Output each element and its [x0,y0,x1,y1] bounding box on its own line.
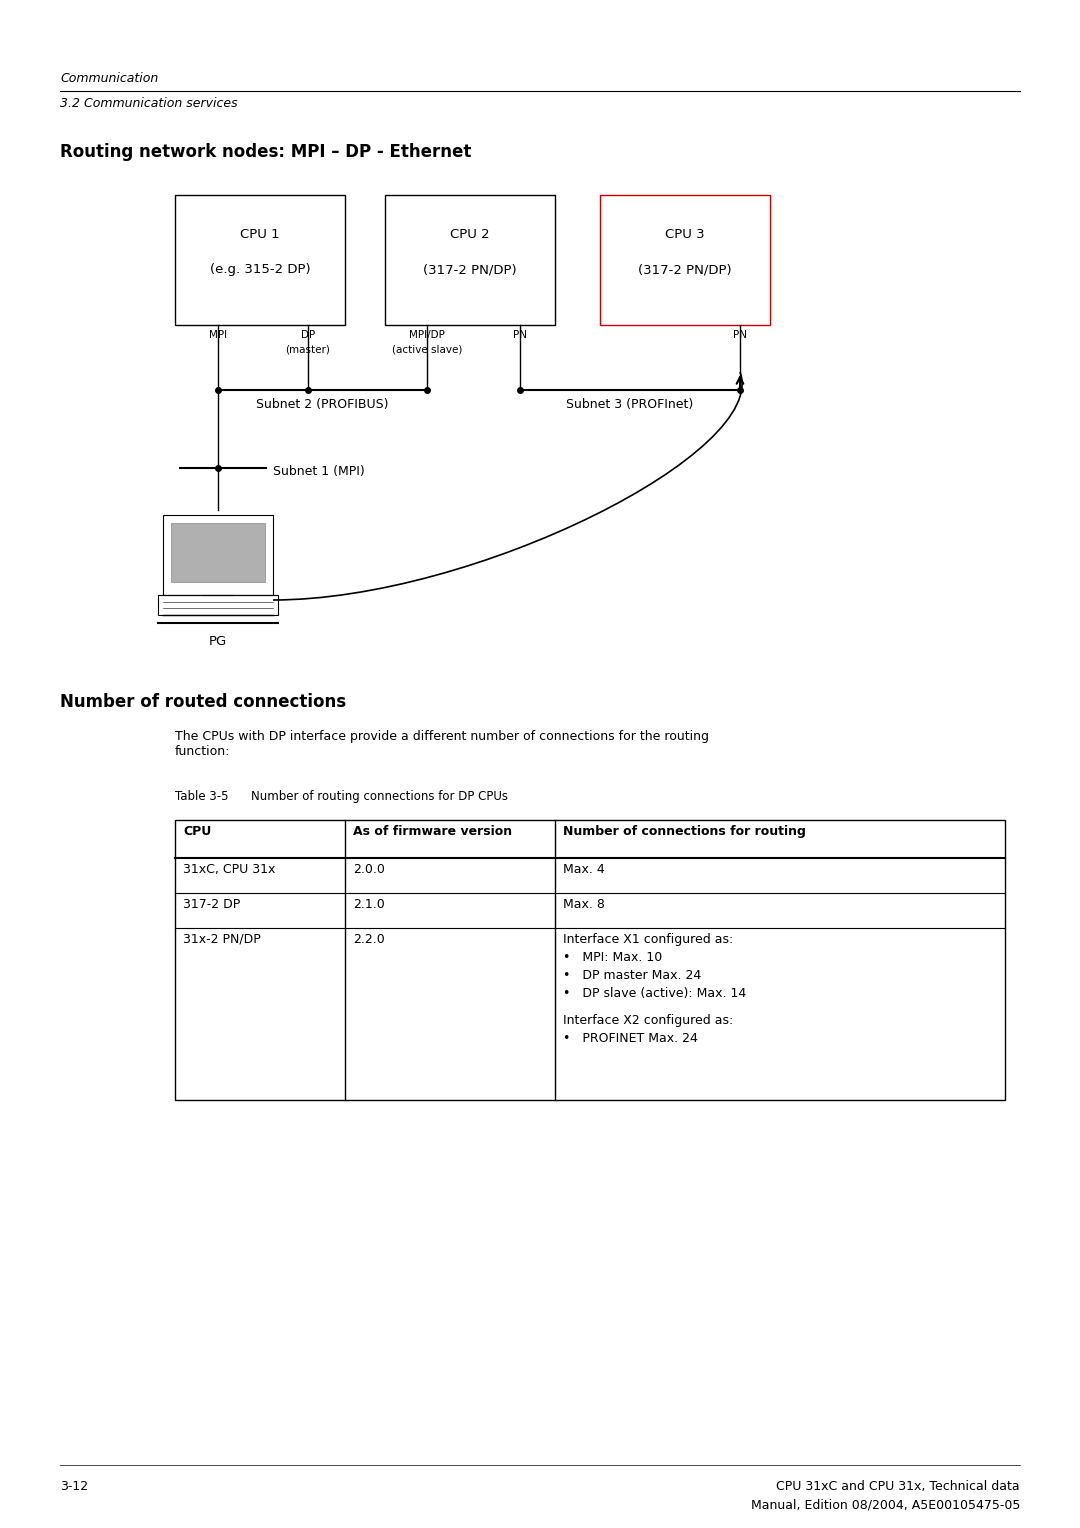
Text: (master): (master) [285,344,330,354]
Text: MPI/DP: MPI/DP [409,330,445,341]
Text: (active slave): (active slave) [392,344,462,354]
Text: 2.2.0: 2.2.0 [353,934,384,946]
Text: PN: PN [513,330,527,341]
Bar [384,196,555,325]
Text: Subnet 2 (PROFIBUS): Subnet 2 (PROFIBUS) [256,397,388,411]
Bar [171,523,265,582]
Text: DP: DP [301,330,315,341]
Text: MPI: MPI [208,330,227,341]
Bar [163,515,273,594]
Text: CPU 1: CPU 1 [240,229,280,241]
Text: Subnet 3 (PROFInet): Subnet 3 (PROFInet) [566,397,693,411]
Bar [600,196,770,325]
Text: CPU: CPU [183,825,212,837]
Text: 3.2 Communication services: 3.2 Communication services [60,96,238,110]
Text: 2.0.0: 2.0.0 [353,863,384,876]
Text: PN: PN [733,330,747,341]
Text: (317-2 PN/DP): (317-2 PN/DP) [423,263,517,277]
Text: CPU 31xC and CPU 31x, Technical data: CPU 31xC and CPU 31x, Technical data [777,1481,1020,1493]
Text: •   MPI: Max. 10: • MPI: Max. 10 [563,950,662,964]
Text: Number of connections for routing: Number of connections for routing [563,825,806,837]
Text: 3-12: 3-12 [60,1481,89,1493]
Text: Max. 8: Max. 8 [563,898,605,911]
Text: Subnet 1 (MPI): Subnet 1 (MPI) [273,465,365,477]
Bar [175,821,1005,1100]
Text: 31x-2 PN/DP: 31x-2 PN/DP [183,934,260,946]
Text: (e.g. 315-2 DP): (e.g. 315-2 DP) [210,263,310,277]
Text: The CPUs with DP interface provide a different number of connections for the rou: The CPUs with DP interface provide a dif… [175,730,708,758]
Text: (317-2 PN/DP): (317-2 PN/DP) [638,263,732,277]
Text: Table 3-5      Number of routing connections for DP CPUs: Table 3-5 Number of routing connections … [175,790,508,804]
Text: Manual, Edition 08/2004, A5E00105475-05: Manual, Edition 08/2004, A5E00105475-05 [751,1497,1020,1511]
Text: Interface X1 configured as:: Interface X1 configured as: [563,934,733,946]
Text: Routing network nodes: MPI – DP - Ethernet: Routing network nodes: MPI – DP - Ethern… [60,144,471,160]
Text: As of firmware version: As of firmware version [353,825,512,837]
Text: CPU 3: CPU 3 [665,229,705,241]
Text: •   PROFINET Max. 24: • PROFINET Max. 24 [563,1031,698,1045]
Bar [175,196,345,325]
Text: 31xC, CPU 31x: 31xC, CPU 31x [183,863,275,876]
Text: CPU 2: CPU 2 [450,229,490,241]
Text: 317-2 DP: 317-2 DP [183,898,240,911]
Text: •   DP master Max. 24: • DP master Max. 24 [563,969,701,983]
Text: PG: PG [208,636,227,648]
Text: Communication: Communication [60,72,159,86]
Text: 2.1.0: 2.1.0 [353,898,384,911]
Text: Max. 4: Max. 4 [563,863,605,876]
Text: •   DP slave (active): Max. 14: • DP slave (active): Max. 14 [563,987,746,999]
Bar [158,594,278,614]
Text: Interface X2 configured as:: Interface X2 configured as: [563,1015,733,1027]
Text: Number of routed connections: Number of routed connections [60,694,346,711]
